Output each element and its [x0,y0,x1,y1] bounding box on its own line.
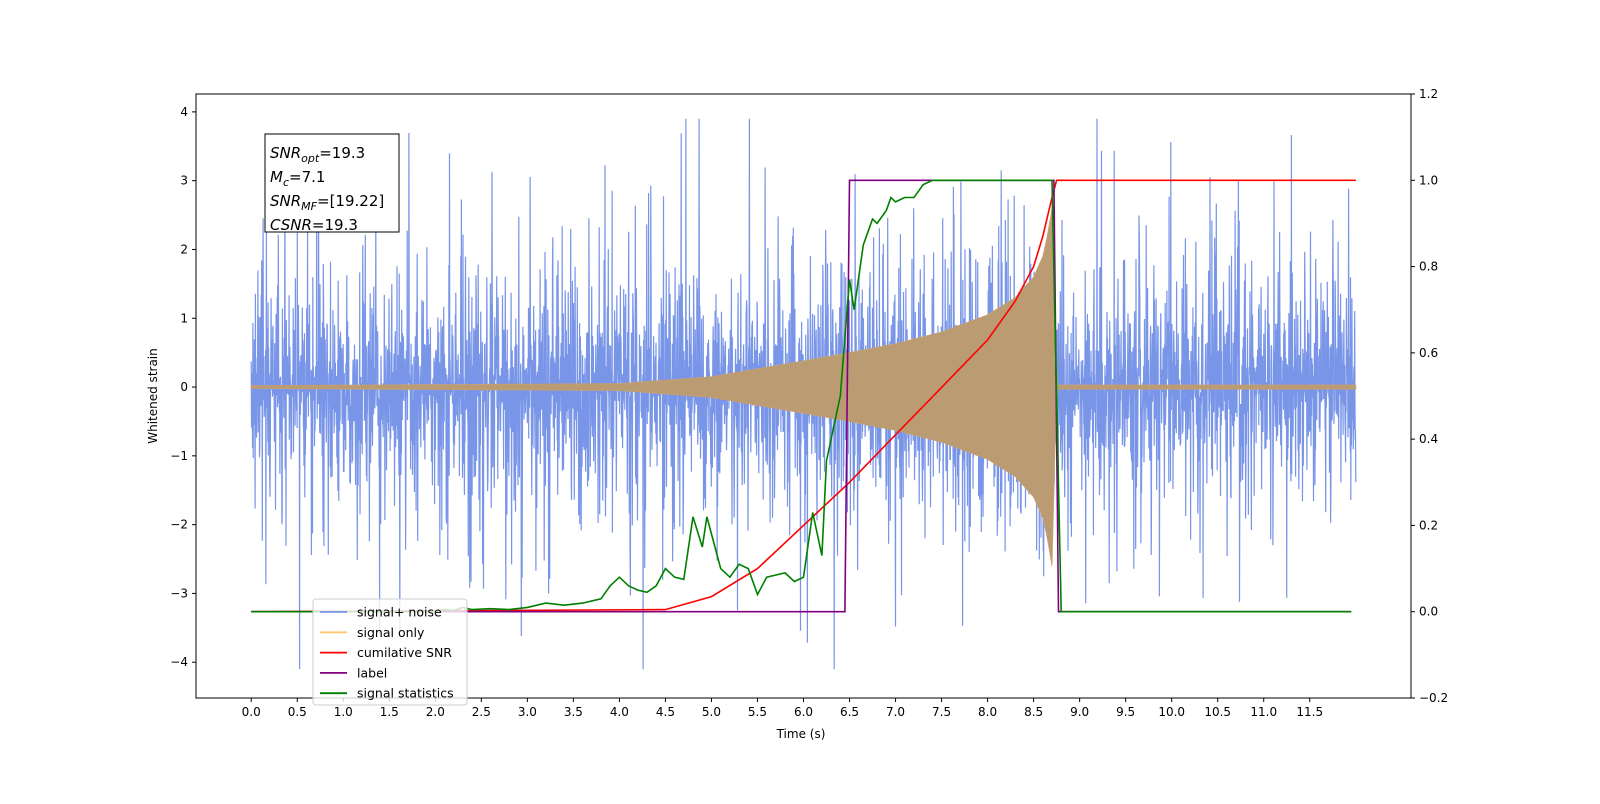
series-cumilative-snr [251,179,1356,613]
y2-tick-label: 0.6 [1419,346,1438,360]
annotation-line: CSNR=19.3 [270,216,358,234]
legend-label: cumilative SNR [357,645,452,660]
y2-tick-label: 0.2 [1419,518,1438,532]
x-tick-label: 4.0 [610,705,629,719]
x-tick-label: 0.5 [288,705,307,719]
x-tick-label: 9.5 [1116,705,1135,719]
x-tick-label: 7.5 [932,705,951,719]
y2-tick-label: 1.0 [1419,173,1438,187]
x-tick-label: 7.0 [886,705,905,719]
x-tick-label: 1.0 [334,705,353,719]
x-tick-label: 11.5 [1296,705,1323,719]
y2-tick-label: 1.2 [1419,87,1438,101]
y-tick-label: 3 [180,174,188,188]
legend-item: label [320,665,387,680]
x-tick-label: 8.5 [1024,705,1043,719]
x-tick-label: 5.0 [702,705,721,719]
x-tick-label: 2.5 [472,705,491,719]
x-tick-label: 11.0 [1250,705,1277,719]
legend-item: signal statistics [320,686,454,701]
y-tick-label: −2 [170,518,188,532]
legend-label: signal statistics [357,686,454,701]
legend: signal+ noise signal only cumilative SNR la… [312,598,468,706]
y-tick-label: −4 [170,655,188,669]
x-tick-label: 6.0 [794,705,813,719]
annotation-line: SNRMF=[19.22] [270,192,384,213]
legend-label: label [357,665,387,680]
legend-item: cumilative SNR [320,645,452,660]
x-axis-label: Time (s) [776,727,826,741]
x-tick-label: 4.5 [656,705,675,719]
y2-tick-label: −0.2 [1419,691,1448,705]
y-tick-label: 4 [180,105,188,119]
plot-area [250,118,1357,670]
x-axis: 0.0 0.5 1.0 1.5 2.0 2.5 3.0 3.5 4.0 4.5 5.0 5.5 6.0 6… [242,698,1323,719]
y2-tick-label: 0.8 [1419,260,1438,274]
x-tick-label: 5.5 [748,705,767,719]
annotation-line: Mc=7.1 [270,168,325,189]
y2-tick-label: 0.0 [1419,605,1438,619]
annotation-line: SNRopt=19.3 [270,144,365,165]
legend-label: signal+ noise [357,605,442,620]
x-tick-label: 10.5 [1204,705,1231,719]
series-signal-statistics [251,179,1352,613]
x-tick-label: 6.5 [840,705,859,719]
x-tick-label: 2.0 [426,705,445,719]
x-tick-label: 8.0 [978,705,997,719]
y-axis-right: 1.2 1.0 0.8 0.6 0.4 0.2 0.0 −0.2 [1411,87,1448,705]
y-tick-label: 1 [180,311,188,325]
x-tick-label: 0.0 [242,705,261,719]
legend-label: signal only [357,625,425,640]
x-tick-label: 9.0 [1070,705,1089,719]
x-tick-label: 3.0 [518,705,537,719]
y-axis-left: 4 3 2 1 0 −1 −2 −3 −4 [170,105,196,669]
y2-tick-label: 0.4 [1419,432,1438,446]
y-tick-label: −3 [170,586,188,600]
series-signal-only [250,208,1357,566]
x-tick-label: 10.0 [1158,705,1185,719]
y-tick-label: −1 [170,449,188,463]
x-tick-label: 1.5 [380,705,399,719]
y-axis-label: Whitened strain [146,348,160,444]
series-signal-plus-noise [250,118,1357,670]
legend-item: signal+ noise [320,605,442,620]
y-tick-label: 2 [180,242,188,256]
x-tick-label: 3.5 [564,705,583,719]
legend-item: signal only [320,625,425,640]
y-tick-label: 0 [180,380,188,394]
annotation-box: SNRopt=19.3 Mc=7.1 SNRMF=[19.22] CSNR=19.3 [264,133,400,234]
